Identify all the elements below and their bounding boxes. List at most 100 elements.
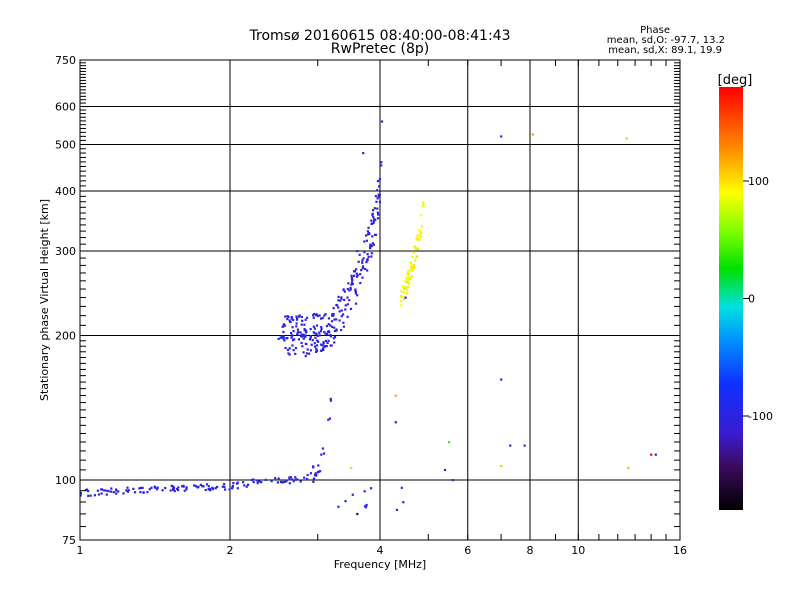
data-point <box>297 338 301 341</box>
data-point <box>296 317 299 320</box>
data-point <box>317 464 320 467</box>
data-point <box>371 235 374 238</box>
data-point <box>291 334 294 337</box>
x-axis-label: Frequency [MHz] <box>334 558 426 571</box>
data-point <box>337 295 340 299</box>
data-point <box>299 480 302 483</box>
data-point <box>305 477 309 481</box>
colorbar-tick-label: 0 <box>748 293 755 306</box>
data-point <box>500 378 503 381</box>
data-point <box>370 252 373 255</box>
data-point <box>366 230 370 233</box>
data-point <box>294 478 297 481</box>
data-point <box>410 275 413 278</box>
data-point <box>361 261 364 264</box>
data-point <box>306 473 309 477</box>
data-point <box>413 245 417 248</box>
data-point <box>359 281 362 285</box>
data-point <box>366 269 369 272</box>
data-point <box>340 296 343 299</box>
data-point <box>293 338 296 341</box>
data-point <box>413 266 416 269</box>
data-point <box>297 315 301 318</box>
data-point <box>376 217 380 220</box>
data-point <box>407 279 410 282</box>
data-point <box>361 267 364 270</box>
data-point <box>399 299 402 303</box>
data-point <box>358 253 361 256</box>
data-point <box>321 447 325 450</box>
data-point <box>523 444 526 447</box>
data-point <box>354 288 357 291</box>
data-point <box>339 299 342 302</box>
data-point <box>323 331 326 334</box>
data-point <box>291 339 295 342</box>
y-tick-label: 100 <box>55 474 76 487</box>
y-tick-label: 400 <box>55 185 76 198</box>
data-point <box>246 483 250 486</box>
data-point <box>316 339 319 342</box>
data-point <box>85 488 89 491</box>
data-point <box>306 348 309 351</box>
data-point <box>304 334 307 337</box>
data-point <box>406 272 409 275</box>
data-point <box>350 277 354 280</box>
data-point <box>338 310 341 313</box>
data-point <box>375 200 378 203</box>
data-point <box>312 477 316 480</box>
data-point <box>372 243 376 246</box>
data-point <box>150 486 153 489</box>
colorbar-tick-label: 100 <box>748 175 769 188</box>
data-point <box>285 337 288 340</box>
data-point <box>288 347 291 350</box>
data-point <box>353 270 356 273</box>
data-point <box>342 325 345 328</box>
data-point <box>350 283 353 286</box>
data-point <box>373 207 376 210</box>
data-point <box>365 503 368 507</box>
data-point <box>302 335 305 338</box>
data-point <box>236 487 239 490</box>
data-point <box>89 494 92 497</box>
data-point <box>296 332 299 335</box>
data-point <box>317 340 320 343</box>
data-point <box>359 273 362 276</box>
data-point <box>115 489 118 492</box>
data-point <box>355 275 359 278</box>
data-point <box>241 481 245 484</box>
x-tick-label: 1 <box>77 544 84 557</box>
data-point <box>365 261 368 264</box>
data-point <box>287 352 290 355</box>
data-point <box>400 486 403 489</box>
data-point <box>341 313 345 316</box>
data-point <box>211 486 214 489</box>
data-point <box>367 231 370 235</box>
data-point <box>302 337 305 340</box>
data-point <box>355 272 358 275</box>
data-point <box>451 479 455 482</box>
data-point <box>87 489 90 493</box>
data-point <box>351 279 354 282</box>
data-point <box>224 488 227 491</box>
data-point <box>313 473 317 477</box>
data-point <box>500 135 503 138</box>
data-point <box>288 482 291 485</box>
data-point <box>288 319 291 322</box>
data-point <box>365 234 368 237</box>
data-point <box>110 487 113 490</box>
data-point <box>333 318 336 321</box>
data-point <box>182 484 185 488</box>
data-point <box>315 344 319 347</box>
data-point <box>414 247 418 251</box>
data-point <box>284 346 287 350</box>
data-point <box>153 486 157 489</box>
data-point <box>402 501 405 504</box>
data-point <box>377 195 380 198</box>
data-point <box>329 335 333 338</box>
stats-o-line: mean, sd,O: -97.7, 13.2 <box>607 35 725 46</box>
data-point <box>252 478 255 481</box>
ticks-layer: 1 2 4 6 8 10 16 75 100 200 300 400 500 600 750 <box>55 54 687 557</box>
data-point <box>327 323 330 326</box>
data-point <box>207 485 210 488</box>
data-point <box>295 315 298 318</box>
